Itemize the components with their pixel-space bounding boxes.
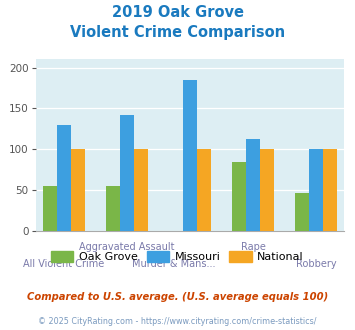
- Bar: [295, 193, 309, 231]
- Bar: [183, 80, 197, 231]
- Bar: [57, 125, 71, 231]
- Bar: [197, 149, 211, 231]
- Text: All Violent Crime: All Violent Crime: [23, 259, 104, 269]
- Bar: [309, 149, 323, 231]
- Text: Murder & Mans...: Murder & Mans...: [132, 259, 216, 269]
- Text: Rape: Rape: [241, 242, 266, 252]
- Bar: [260, 149, 274, 231]
- Legend: Oak Grove, Missouri, National: Oak Grove, Missouri, National: [47, 247, 308, 267]
- Text: © 2025 CityRating.com - https://www.cityrating.com/crime-statistics/: © 2025 CityRating.com - https://www.city…: [38, 317, 317, 326]
- Bar: [106, 186, 120, 231]
- Bar: [246, 140, 260, 231]
- Bar: [71, 149, 84, 231]
- Bar: [43, 186, 57, 231]
- Text: Violent Crime Comparison: Violent Crime Comparison: [70, 25, 285, 40]
- Bar: [232, 162, 246, 231]
- Text: Robbery: Robbery: [296, 259, 336, 269]
- Text: 2019 Oak Grove: 2019 Oak Grove: [111, 5, 244, 20]
- Text: Compared to U.S. average. (U.S. average equals 100): Compared to U.S. average. (U.S. average …: [27, 292, 328, 302]
- Bar: [134, 149, 148, 231]
- Text: Aggravated Assault: Aggravated Assault: [79, 242, 175, 252]
- Bar: [323, 149, 337, 231]
- Bar: [120, 115, 134, 231]
